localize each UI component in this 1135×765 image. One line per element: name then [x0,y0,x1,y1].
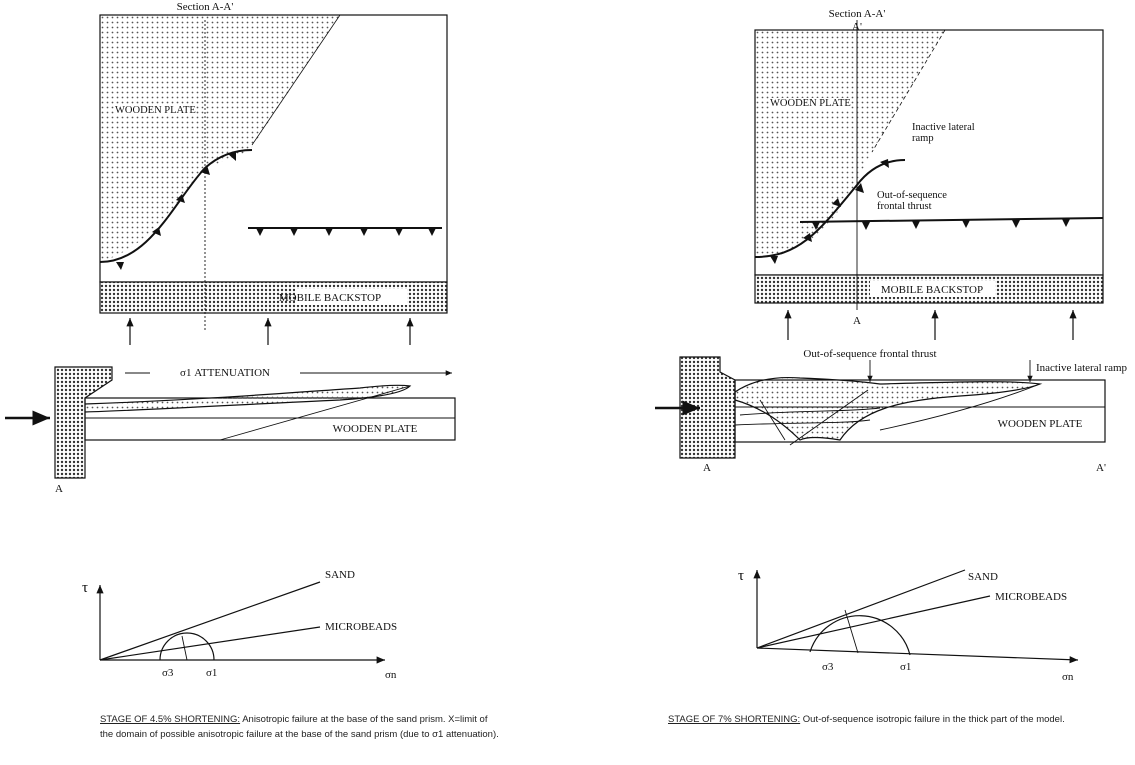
section-label: Section A-A' [177,1,234,13]
section-end: A' [852,21,862,33]
section-end: A [853,315,861,327]
frontal-thrust [800,218,1103,222]
caption-text: Out-of-sequence isotropic failure in the… [803,714,1065,725]
backstop-label: MOBILE BACKSTOP [881,284,983,296]
sand-label: SAND [968,571,998,583]
microbeads-label: MICROBEADS [325,621,397,633]
right-panel [655,20,1105,660]
plate-label: WOODEN PLATE [998,418,1083,430]
thrust-label: Out-of-sequence frontal thrust [877,190,957,212]
section-end: A [55,483,63,495]
left-panel [5,15,455,660]
section-label: Section A-A' [829,8,886,20]
tau-label: τ [738,568,744,584]
attenuation-label: σ1 ATTENUATION [180,367,270,379]
sand-wedge [735,378,1040,440]
plate-label: WOODEN PLATE [333,423,418,435]
sand-layer [85,385,410,412]
plate-label: WOODEN PLATE [770,98,851,109]
section-end: A [703,462,711,474]
sigma-n-label: σn [1062,671,1074,683]
backstop-block [55,367,112,478]
sigma1-label: σ1 [206,667,217,679]
ramp-label: Inactive lateral ramp [912,122,992,144]
wooden-plate [100,15,340,262]
thrust-teeth [256,228,436,236]
tau-label: τ [82,580,88,596]
caption: STAGE OF 4.5% SHORTENING: Anisotropic fa… [100,712,500,742]
plate-label: WOODEN PLATE [115,105,196,116]
sand-label: SAND [325,569,355,581]
ramp-label: Inactive lateral ramp [1036,362,1128,374]
sigma-n-label: σn [385,669,397,681]
microbeads-envelope [100,627,320,660]
backstop-label: MOBILE BACKSTOP [279,292,381,304]
thrust-label: Out-of-sequence frontal thrust [803,348,936,360]
sigma3-label: σ3 [822,661,834,673]
caption-title: STAGE OF 4.5% SHORTENING: [100,714,240,725]
mohr-circle [810,616,910,655]
caption: STAGE OF 7% SHORTENING: Out-of-sequence … [668,712,1088,727]
sand-envelope [100,582,320,660]
sigma1-label: σ1 [900,661,911,673]
figure: Section A-A' MOBILE BACKSTOP σ1 ATTENUAT… [0,0,1135,765]
sigma-axis [757,648,1078,660]
microbeads-label: MICROBEADS [995,591,1067,603]
caption-title: STAGE OF 7% SHORTENING: [668,714,800,725]
sigma3-label: σ3 [162,667,174,679]
section-end: A' [1096,462,1106,474]
